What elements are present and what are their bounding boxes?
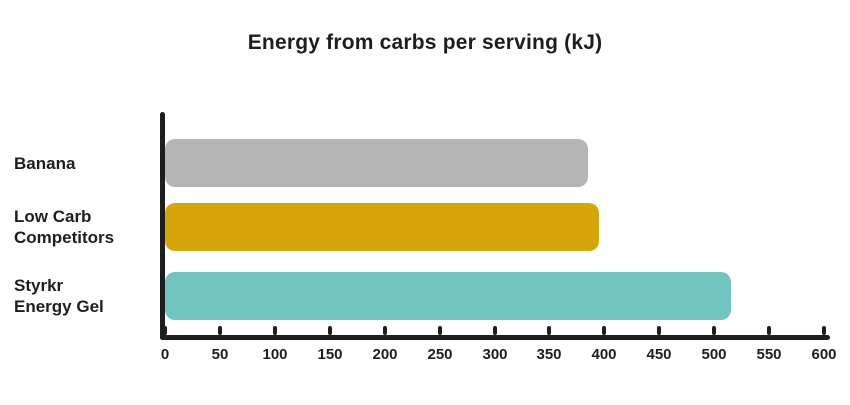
x-tick-mark-400	[602, 326, 606, 335]
x-tick-label-50: 50	[211, 346, 229, 363]
category-label-line: Competitors	[14, 228, 115, 247]
x-tick-label-0: 0	[160, 346, 170, 363]
x-tick-label-350: 350	[536, 346, 562, 363]
category-label-line: Styrkr	[14, 276, 64, 295]
bar-banana	[165, 139, 588, 187]
chart-title: Energy from carbs per serving (kJ)	[247, 31, 603, 54]
category-label-banana: Banana	[14, 153, 162, 174]
x-tick-label-150: 150	[317, 346, 343, 363]
bar-styrkr-energy-gel	[165, 272, 731, 320]
x-tick-label-250: 250	[427, 346, 453, 363]
x-tick-mark-150	[328, 326, 332, 335]
category-label-line: Banana	[14, 154, 76, 173]
category-label-styrkr-energy-gel: Styrkr Energy Gel	[14, 275, 162, 317]
x-tick-label-500: 500	[701, 346, 727, 363]
x-tick-mark-550	[767, 326, 771, 335]
x-tick-mark-0	[163, 326, 167, 335]
x-tick-label-200: 200	[372, 346, 398, 363]
x-tick-mark-300	[493, 326, 497, 335]
x-tick-mark-200	[383, 326, 387, 335]
x-tick-mark-50	[218, 326, 222, 335]
x-tick-label-600: 600	[811, 346, 837, 363]
x-tick-label-400: 400	[591, 346, 617, 363]
x-tick-label-300: 300	[482, 346, 508, 363]
x-tick-mark-450	[657, 326, 661, 335]
x-tick-mark-100	[273, 326, 277, 335]
x-tick-mark-500	[712, 326, 716, 335]
x-tick-mark-600	[822, 326, 826, 335]
x-tick-mark-350	[547, 326, 551, 335]
category-label-line: Energy Gel	[14, 297, 104, 316]
y-axis-line	[160, 112, 165, 340]
category-label-low-carb-competitors: Low Carb Competitors	[14, 206, 162, 248]
x-tick-label-550: 550	[756, 346, 782, 363]
x-tick-label-450: 450	[646, 346, 672, 363]
x-tick-mark-250	[438, 326, 442, 335]
x-axis-line	[160, 335, 830, 340]
x-tick-label-100: 100	[262, 346, 288, 363]
category-label-line: Low Carb	[14, 207, 92, 226]
bar-low-carb-competitors	[165, 203, 599, 251]
